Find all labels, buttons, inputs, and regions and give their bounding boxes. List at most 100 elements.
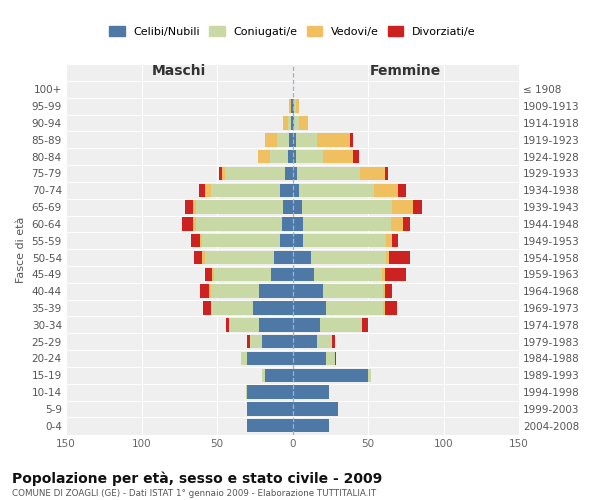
- Bar: [326, 352, 335, 365]
- Bar: [382, 268, 385, 281]
- Bar: [291, 100, 293, 113]
- Bar: [211, 184, 280, 197]
- Bar: [250, 335, 262, 348]
- Bar: [293, 284, 323, 298]
- Bar: [297, 167, 361, 180]
- Bar: [262, 335, 293, 348]
- Bar: [383, 302, 385, 315]
- Bar: [203, 302, 211, 315]
- Bar: [320, 318, 362, 332]
- Bar: [196, 200, 283, 214]
- Bar: [385, 302, 397, 315]
- Bar: [392, 234, 398, 247]
- Bar: [247, 335, 250, 348]
- Bar: [221, 167, 224, 180]
- Bar: [293, 150, 296, 164]
- Bar: [241, 352, 247, 365]
- Bar: [293, 217, 303, 230]
- Bar: [389, 251, 410, 264]
- Bar: [293, 116, 294, 130]
- Bar: [211, 284, 259, 298]
- Text: Popolazione per età, sesso e stato civile - 2009: Popolazione per età, sesso e stato civil…: [12, 471, 382, 486]
- Bar: [185, 200, 193, 214]
- Bar: [317, 335, 332, 348]
- Bar: [226, 318, 229, 332]
- Bar: [218, 167, 221, 180]
- Bar: [293, 402, 338, 415]
- Bar: [202, 251, 205, 264]
- Bar: [270, 150, 288, 164]
- Y-axis label: Fasce di età: Fasce di età: [16, 217, 26, 283]
- Bar: [403, 217, 410, 230]
- Bar: [209, 284, 211, 298]
- Bar: [302, 200, 392, 214]
- Bar: [392, 200, 413, 214]
- Bar: [247, 352, 293, 365]
- Bar: [293, 184, 299, 197]
- Bar: [293, 318, 320, 332]
- Bar: [293, 251, 311, 264]
- Bar: [211, 302, 253, 315]
- Bar: [202, 234, 280, 247]
- Bar: [296, 100, 299, 113]
- Bar: [374, 184, 398, 197]
- Bar: [293, 100, 294, 113]
- Bar: [353, 150, 359, 164]
- Bar: [265, 368, 293, 382]
- Bar: [386, 251, 389, 264]
- Bar: [383, 284, 385, 298]
- Bar: [193, 200, 196, 214]
- Bar: [293, 133, 296, 146]
- Bar: [280, 234, 293, 247]
- Bar: [199, 184, 205, 197]
- Legend: Celibi/Nubili, Coniugati/e, Vedovi/e, Divorziati/e: Celibi/Nubili, Coniugati/e, Vedovi/e, Di…: [106, 22, 479, 40]
- Bar: [253, 302, 293, 315]
- Bar: [283, 200, 293, 214]
- Bar: [350, 133, 353, 146]
- Bar: [259, 284, 293, 298]
- Bar: [245, 386, 247, 399]
- Bar: [293, 302, 326, 315]
- Bar: [293, 200, 302, 214]
- Bar: [335, 352, 336, 365]
- Bar: [294, 116, 299, 130]
- Bar: [323, 284, 383, 298]
- Bar: [214, 268, 271, 281]
- Bar: [293, 167, 297, 180]
- Bar: [289, 100, 291, 113]
- Bar: [317, 133, 350, 146]
- Bar: [258, 150, 270, 164]
- Bar: [205, 184, 211, 197]
- Bar: [361, 167, 385, 180]
- Bar: [247, 419, 293, 432]
- Bar: [247, 402, 293, 415]
- Bar: [205, 268, 212, 281]
- Bar: [285, 167, 293, 180]
- Bar: [194, 251, 202, 264]
- Bar: [259, 318, 293, 332]
- Bar: [314, 268, 382, 281]
- Bar: [280, 184, 293, 197]
- Bar: [368, 368, 371, 382]
- Bar: [293, 419, 329, 432]
- Bar: [386, 234, 392, 247]
- Text: Maschi: Maschi: [152, 64, 206, 78]
- Bar: [200, 284, 209, 298]
- Bar: [299, 116, 308, 130]
- Bar: [205, 251, 274, 264]
- Bar: [296, 150, 323, 164]
- Bar: [332, 335, 335, 348]
- Bar: [262, 368, 265, 382]
- Bar: [274, 251, 293, 264]
- Y-axis label: Anni di nascita: Anni di nascita: [596, 209, 600, 291]
- Bar: [293, 335, 317, 348]
- Bar: [288, 116, 291, 130]
- Text: COMUNE DI ZOAGLI (GE) - Dati ISTAT 1° gennaio 2009 - Elaborazione TUTTITALIA.IT: COMUNE DI ZOAGLI (GE) - Dati ISTAT 1° ge…: [12, 489, 376, 498]
- Bar: [362, 318, 368, 332]
- Bar: [294, 100, 296, 113]
- Bar: [293, 386, 329, 399]
- Text: Femmine: Femmine: [370, 64, 442, 78]
- Bar: [293, 352, 326, 365]
- Bar: [385, 268, 406, 281]
- Bar: [385, 167, 388, 180]
